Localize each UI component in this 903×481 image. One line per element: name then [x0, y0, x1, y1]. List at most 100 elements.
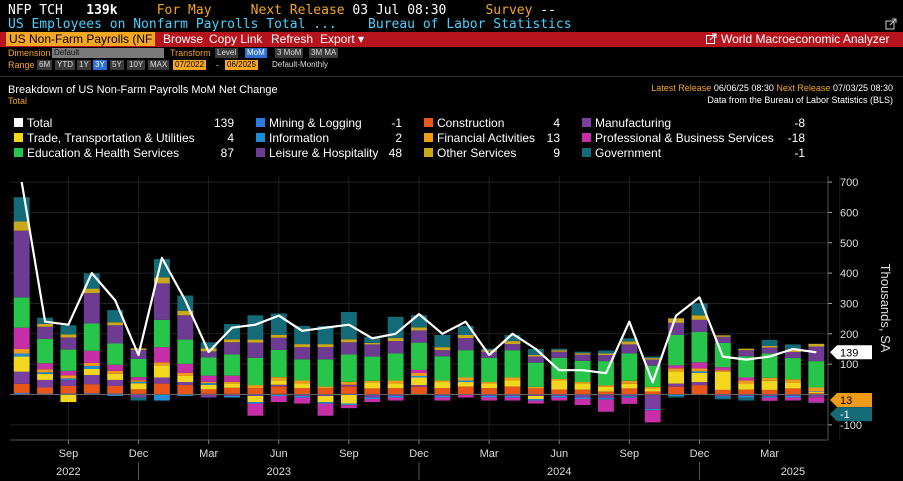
range-ytd[interactable]: YTD — [55, 60, 75, 70]
transform-3mom[interactable]: 3 MoM — [275, 48, 304, 58]
bar-segment — [130, 348, 147, 350]
dataset-selector[interactable]: US Non-Farm Payrolls (NF — [6, 32, 156, 46]
bar-segment — [504, 344, 521, 351]
bar-segment — [808, 394, 825, 398]
transform-mom[interactable]: MoM — [245, 48, 267, 58]
legend-label: Information — [269, 131, 330, 145]
y-tick-label: 200 — [840, 329, 858, 341]
bar-segment — [808, 392, 825, 394]
bar-segment — [270, 384, 287, 387]
bar-segment — [621, 397, 638, 404]
range-10y[interactable]: 10Y — [127, 60, 146, 70]
legend-item[interactable]: Information — [256, 131, 329, 145]
refresh-button[interactable]: Refresh — [271, 32, 314, 46]
legend-item[interactable]: Trade, Transportation & Utilities — [14, 131, 195, 145]
panel-title: Breakdown of US Non-Farm Payrolls MoM Ne… — [8, 84, 278, 96]
bar-segment — [808, 393, 825, 395]
dimension-select[interactable]: Default — [52, 48, 164, 58]
legend-item[interactable]: Professional & Business Services — [582, 131, 774, 145]
legend-swatch — [582, 148, 591, 158]
legend-item[interactable]: Construction — [424, 116, 504, 130]
top-bar: NFP TCH 139k For May Next Release 03 Jul… — [0, 0, 903, 32]
x-month-label: Mar — [199, 448, 218, 460]
bar-segment — [668, 396, 685, 398]
bar-segment — [270, 334, 287, 338]
legend-item[interactable]: Other Services — [424, 146, 516, 160]
bar-segment — [60, 378, 77, 380]
value-tag-text: -1 — [840, 409, 850, 421]
app-link[interactable]: World Macroeconomic Analyzer — [706, 32, 890, 46]
bar-segment — [457, 382, 474, 387]
bar-segment — [621, 383, 638, 389]
range-6m[interactable]: 6M — [37, 60, 53, 70]
copy-link-button[interactable]: Copy Link — [209, 32, 263, 46]
bar-segment — [644, 359, 661, 366]
bar-segment — [270, 377, 287, 381]
bar-segment — [481, 396, 498, 398]
bar-segment — [107, 364, 124, 371]
y-tick-label: 300 — [840, 298, 858, 310]
bar-segment — [224, 354, 240, 376]
bar-segment — [294, 397, 311, 404]
quote-line: NFP TCH 139k For May Next Release 03 Jul… — [8, 3, 556, 18]
for-label: For — [156, 3, 181, 18]
bar-segment — [691, 385, 708, 395]
latest-release-label: Latest Release — [651, 83, 712, 93]
bar-segment — [784, 394, 801, 396]
bar-segment — [481, 348, 498, 351]
x-year-label: 2025 — [781, 466, 805, 478]
legend-item[interactable]: Mining & Logging — [256, 116, 362, 130]
bar-segment — [153, 347, 170, 363]
legend-item[interactable]: Leisure & Hospitality — [256, 146, 378, 160]
bar-segment — [527, 355, 544, 357]
bar-segment — [621, 388, 638, 395]
popout-icon[interactable] — [885, 18, 897, 30]
caret-down-icon: ▾ — [358, 32, 365, 46]
bar-segment — [574, 360, 591, 383]
browse-button[interactable]: Browse — [163, 32, 204, 46]
source-note: Data from the Bureau of Labor Statistics… — [707, 95, 893, 105]
legend-swatch — [424, 118, 433, 128]
legend-item[interactable]: Manufacturing — [582, 116, 671, 130]
range-3y[interactable]: 3Y — [93, 60, 107, 70]
bar-segment — [808, 361, 825, 388]
value-tag-bg — [830, 345, 872, 360]
x-month-label: Dec — [409, 448, 429, 460]
range-end-input[interactable]: 06/2025 — [225, 60, 258, 70]
transform-level[interactable]: Level — [215, 48, 239, 58]
legend-label: Education & Health Services — [27, 146, 180, 160]
bar-segment — [247, 357, 264, 386]
bar-segment — [644, 356, 661, 359]
export-button[interactable]: Export ▾ — [320, 32, 364, 46]
stacked-bar-chart: 700 600 500 400 300 200 100 -100 Thousands, SA 13… — [10, 176, 893, 480]
survey-label: Survey — [485, 3, 533, 18]
bar-segment — [200, 375, 217, 382]
range-start-input[interactable]: 07/2022 — [173, 60, 206, 70]
bar-segment — [247, 315, 264, 340]
range-5y[interactable]: 5Y — [110, 60, 124, 70]
bar-segment — [153, 365, 170, 378]
range-1y[interactable]: 1Y — [77, 60, 91, 70]
legend-item[interactable]: Government — [582, 146, 661, 160]
bar-segment — [83, 362, 100, 366]
frequency-select[interactable]: Default-Monthly — [272, 60, 329, 69]
transform-3mma[interactable]: 3M MA — [309, 48, 339, 58]
panel-subtitle: Total — [8, 96, 28, 106]
bar-segment — [434, 388, 451, 395]
legend-item[interactable]: Total — [14, 116, 52, 130]
y-tick-label: 600 — [840, 207, 858, 219]
legend-swatch — [582, 118, 591, 128]
bar-segment — [107, 394, 124, 396]
value-tag: 13 — [830, 393, 872, 407]
bar-segment — [13, 230, 30, 298]
bar-segment — [200, 342, 217, 349]
bar-segment — [411, 385, 427, 387]
bar-segment — [598, 398, 614, 400]
bar-segment — [457, 350, 474, 378]
bar-segment — [270, 394, 287, 396]
bar-segment — [177, 310, 194, 316]
legend-item[interactable]: Education & Health Services — [14, 146, 179, 160]
legend-item[interactable]: Financial Activities — [424, 131, 535, 145]
range-max[interactable]: MAX — [148, 60, 170, 70]
bar-segment — [340, 342, 357, 355]
